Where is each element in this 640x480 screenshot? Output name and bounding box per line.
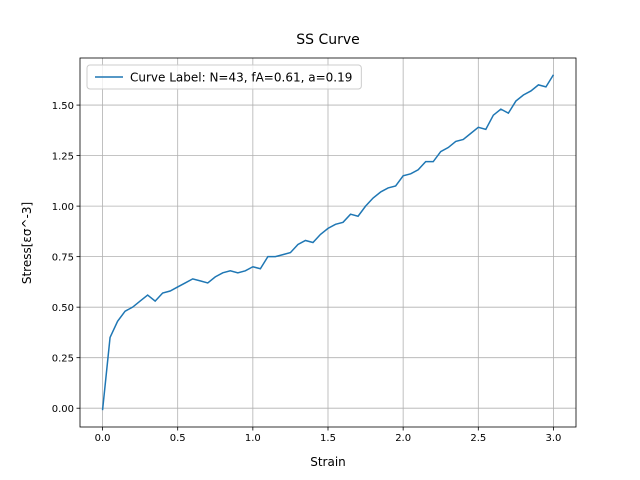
y-tick-label: 0.50 [52,303,74,314]
chart-title: SS Curve [296,32,360,48]
x-tick-label: 1.5 [320,433,336,444]
legend-box [86,64,362,90]
line-series [101,74,555,411]
x-tick-label: 3.0 [546,433,562,444]
plot-frame [79,57,577,428]
y-axis-label: Stress[εσ^-3] [20,202,34,284]
x-tick-label: 0.0 [95,433,111,444]
y-tick-label: 1.25 [52,152,74,163]
x-tick-label: 0.5 [170,433,186,444]
y-tick-label: 1.50 [52,101,74,112]
legend: Curve Label: N=43, fA=0.61, a=0.19 [86,64,362,90]
y-tick-label: 0.00 [52,404,74,415]
y-tick-label: 0.75 [52,253,74,264]
x-tick-label: 2.5 [470,433,486,444]
x-axis-label: Strain [310,455,346,469]
y-tick-label: 0.25 [52,354,74,365]
y-tick-label: 1.00 [52,202,74,213]
x-tick-label: 2.0 [395,433,411,444]
x-tick-label: 1.0 [245,433,261,444]
legend-label: Curve Label: N=43, fA=0.61, a=0.19 [130,71,352,85]
